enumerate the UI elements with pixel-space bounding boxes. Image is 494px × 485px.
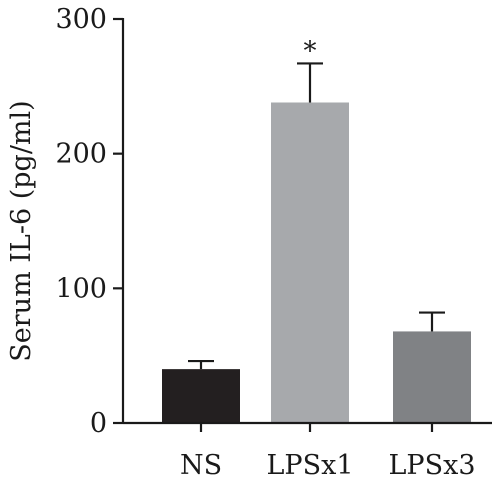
x-category-label: LPSx3 [389, 450, 476, 481]
x-category-labels: NS LPSx1 LPSx3 [180, 423, 476, 481]
bar-lpsx3 [393, 331, 471, 423]
significance-marker: * [304, 36, 317, 66]
x-category-label: NS [180, 450, 222, 481]
y-tick-label: 200 [55, 139, 107, 170]
annotations-layer: * [304, 36, 317, 66]
y-tick-label: 0 [90, 408, 107, 439]
x-category-label: LPSx1 [267, 450, 354, 481]
error-bar-lpsx1 [297, 62, 323, 103]
error-bar-ns [188, 359, 214, 370]
bar-lpsx1 [271, 102, 349, 423]
y-tick-label: 300 [55, 4, 107, 35]
y-tick-label: 100 [55, 273, 107, 304]
axes-layer [121, 18, 492, 425]
bars-layer [162, 102, 471, 423]
y-ticks-layer: 0 100 200 300 [55, 4, 123, 439]
error-bars-layer [188, 62, 445, 370]
y-axis-title: Serum IL-6 (pg/ml) [6, 100, 37, 361]
bar-ns [162, 369, 240, 423]
error-bar-lpsx3 [419, 311, 445, 332]
